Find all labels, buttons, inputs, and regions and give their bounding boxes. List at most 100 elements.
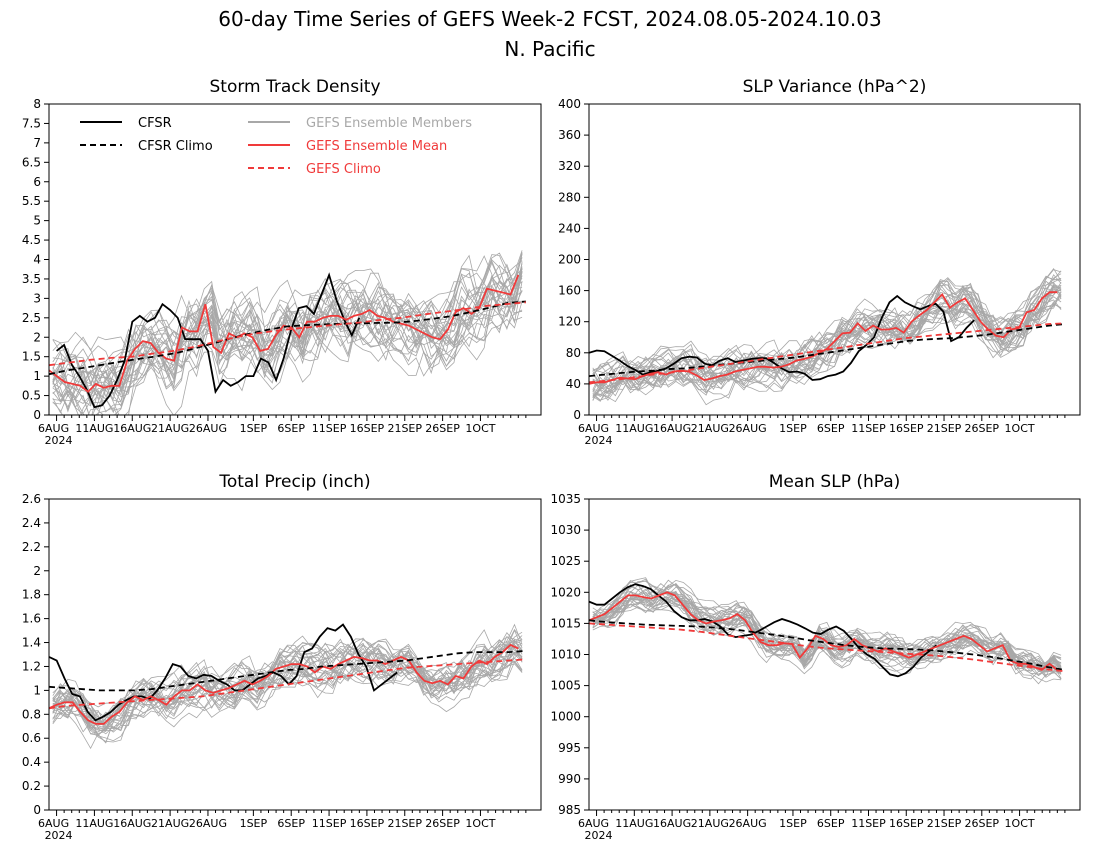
y-tick-label: 1.5 [22,350,41,364]
ensemble-member-line [52,639,523,728]
x-tick-label: 21SEP [387,817,422,830]
y-tick-label: 360 [558,128,581,142]
cfsr-climo-line [49,300,526,376]
gefs-climo-line [49,301,526,367]
y-tick-label: 1030 [550,523,581,537]
ensemble-member-line [52,254,523,390]
ensemble-member-line [52,639,523,731]
x-tick-label: 26AUG [189,817,227,830]
panel-title: Mean SLP (hPa) [769,472,901,492]
x-tick-label: 6AUG [578,817,609,830]
ensemble-member-line [592,599,1062,675]
y-tick-label: 0.8 [22,707,41,721]
x-tick-label: 21SEP [387,422,422,435]
y-tick-label: 0.6 [22,731,41,745]
y-tick-label: 990 [558,772,581,786]
ensemble-member-line [52,255,523,398]
x-tick-label: 11SEP [312,422,347,435]
ensemble-member-line [52,257,523,385]
x-tick-label: 21AUG [151,422,189,435]
x-year-label: 2024 [585,434,613,447]
x-tick-label: 26AUG [189,422,227,435]
x-tick-label: 26SEP [965,422,1000,435]
x-tick-label: 1OCT [465,817,495,830]
ensemble-member-line [52,628,523,733]
x-tick-label: 26SEP [965,817,1000,830]
y-tick-label: 0 [33,408,41,422]
y-tick-label: 2.6 [22,492,41,506]
y-tick-label: 320 [558,159,581,173]
ensemble-mean-line [589,591,1058,672]
plot-frame [48,498,542,811]
x-tick-label: 26AUG [729,817,767,830]
x-tick-label: 1SEP [779,422,807,435]
y-tick-label: 6.5 [22,155,41,169]
y-tick-label: 1000 [550,710,581,724]
ensemble-mean-line [49,274,520,393]
y-tick-label: 8 [33,97,41,111]
ensemble-member-line [592,596,1062,677]
x-tick-label: 6AUG [38,422,69,435]
ensemble-member-line [592,592,1062,671]
x-tick-label: 21SEP [927,422,962,435]
x-tick-label: 16AUG [113,422,151,435]
y-tick-label: 80 [566,346,581,360]
y-tick-label: 1010 [550,648,581,662]
plot-area [49,250,526,415]
x-tick-label: 6SEP [817,422,845,435]
y-tick-label: 0.4 [22,755,41,769]
x-tick-label: 16SEP [889,422,924,435]
ensemble-member-line [592,591,1062,670]
ensemble-member-line [592,284,1062,401]
ensemble-member-line [592,282,1062,401]
plot-area [49,623,526,750]
figure-title: 60-day Time Series of GEFS Week-2 FCST, … [218,7,881,31]
ensemble-member-line [592,281,1062,390]
y-tick-label: 985 [558,803,581,817]
x-tick-label: 11AUG [615,422,653,435]
panel-total-precip: Total Precip (inch) 0 0.2 0.4 0.6 0.8 1 1.2 1.4 1… [22,472,542,842]
panel-title: SLP Variance (hPa^2) [743,77,927,97]
x-tick-label: 21AUG [691,817,729,830]
legend-label-cfsr: CFSR [138,116,172,131]
x-tick-label: 26SEP [425,422,460,435]
ensemble-member-line [52,260,523,392]
x-tick-label: 6SEP [277,817,305,830]
panel-title: Storm Track Density [209,77,380,97]
x-year-label: 2024 [585,829,613,842]
y-tick-label: 1015 [550,616,581,630]
y-tick-label: 240 [558,221,581,235]
legend-label-gefs-climo: GEFS Climo [306,162,381,177]
y-tick-label: 2.4 [22,516,41,530]
x-tick-label: 1OCT [1005,817,1035,830]
ensemble-member-line [52,261,523,415]
y-tick-label: 2 [33,330,41,344]
x-tick-label: 11SEP [851,422,886,435]
x-tick-label: 26SEP [425,817,460,830]
y-tick-label: 120 [558,315,581,329]
x-year-label: 2024 [45,829,73,842]
y-tick-label: 1.6 [22,612,41,626]
y-tick-label: 2.5 [22,311,41,325]
x-tick-label: 16SEP [350,422,385,435]
ensemble-member-line [52,271,523,415]
y-tick-label: 0 [573,408,581,422]
x-tick-label: 1SEP [779,817,807,830]
ensemble-member-line [592,585,1062,674]
legend-label-ens-mean: GEFS Ensemble Mean [306,139,447,154]
y-tick-label: 2 [33,564,41,578]
y-tick-label: 3.5 [22,272,41,286]
x-tick-label: 6SEP [817,817,845,830]
y-tick-label: 4.5 [22,233,41,247]
ensemble-member-line [592,280,1062,383]
y-tick-label: 1025 [550,554,581,568]
x-tick-label: 16AUG [653,422,691,435]
x-tick-label: 21AUG [691,422,729,435]
x-year-label: 2024 [45,434,73,447]
y-tick-label: 40 [566,377,581,391]
ensemble-member-line [592,294,1062,387]
x-tick-label: 6SEP [277,422,305,435]
ensemble-member-line [52,254,523,415]
x-tick-label: 26AUG [729,422,767,435]
plot-area [589,577,1066,685]
